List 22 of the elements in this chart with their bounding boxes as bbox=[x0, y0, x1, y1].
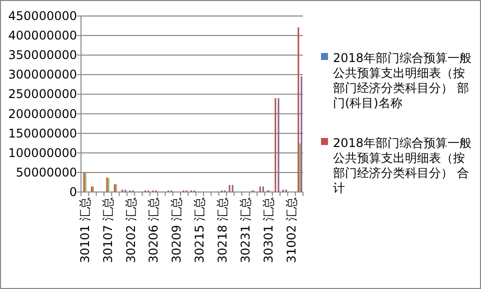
y-tick-label: 100000000 bbox=[8, 146, 77, 160]
y-tick-label: 400000000 bbox=[8, 28, 77, 43]
legend-label: 2018年部门综合预算一般公共预算支出明细表（按部门经济分类科目分） 部门(科目)名称 bbox=[333, 51, 472, 110]
x-tick-label: 30218 汇总 bbox=[216, 197, 230, 263]
x-tick-label: 30209 汇总 bbox=[170, 197, 184, 263]
y-tick-label: 150000000 bbox=[8, 126, 77, 140]
x-tick-label: 31002 汇总 bbox=[284, 197, 299, 263]
y-tick-label: 200000000 bbox=[8, 106, 77, 121]
x-tick-label: 30231 汇总 bbox=[238, 197, 253, 263]
y-tick-label: 250000000 bbox=[8, 87, 77, 102]
y-tick-label: 350000000 bbox=[8, 48, 77, 62]
x-tick-label: 30301 汇总 bbox=[262, 197, 276, 263]
x-tick-label: 30202 汇总 bbox=[124, 197, 138, 263]
y-tick-label: 450000000 bbox=[8, 9, 77, 23]
y-tick-label: 50000000 bbox=[16, 165, 77, 180]
x-tick-label: 30206 汇总 bbox=[146, 197, 161, 263]
x-tick-label: 30215 汇总 bbox=[192, 197, 207, 263]
legend-label: 2018年部门综合预算一般公共预算支出明细表（按部门经济分类科目分） 合计 bbox=[333, 136, 472, 195]
y-tick-label: 0 bbox=[69, 185, 77, 199]
x-tick-label: 30107 汇总 bbox=[100, 197, 115, 263]
y-tick-label: 300000000 bbox=[8, 68, 77, 82]
x-tick-label: 30101 汇总 bbox=[78, 197, 92, 263]
